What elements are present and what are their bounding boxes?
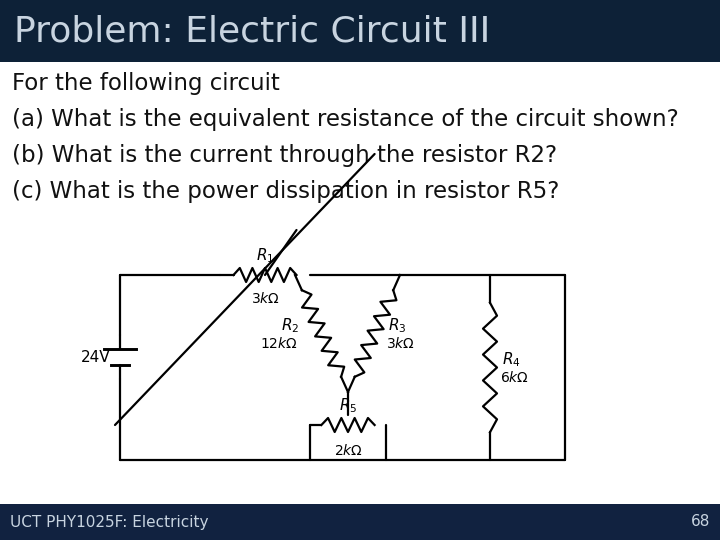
Text: 24V: 24V [81,349,110,364]
Text: $R_5$: $R_5$ [339,396,357,415]
Text: $12k\Omega$: $12k\Omega$ [260,336,297,351]
Text: 68: 68 [690,515,710,530]
Text: Problem: Electric Circuit III: Problem: Electric Circuit III [14,14,490,48]
Text: $R_1$: $R_1$ [256,246,274,265]
Text: (a) What is the equivalent resistance of the circuit shown?: (a) What is the equivalent resistance of… [12,108,679,131]
Text: $R_4$: $R_4$ [502,350,521,369]
Text: UCT PHY1025F: Electricity: UCT PHY1025F: Electricity [10,515,209,530]
Text: (b) What is the current through the resistor R2?: (b) What is the current through the resi… [12,144,557,167]
Text: (c) What is the power dissipation in resistor R5?: (c) What is the power dissipation in res… [12,180,559,203]
Text: For the following circuit: For the following circuit [12,72,280,95]
Text: $R_3$: $R_3$ [388,316,407,335]
Bar [0,0,720,62]
Text: $3k\Omega$: $3k\Omega$ [251,291,279,306]
Text: $3k\Omega$: $3k\Omega$ [386,336,415,351]
Text: $R_2$: $R_2$ [282,316,300,335]
Text: $6k\Omega$: $6k\Omega$ [500,370,529,385]
Bar [0,504,720,540]
Text: $2k\Omega$: $2k\Omega$ [333,443,362,458]
